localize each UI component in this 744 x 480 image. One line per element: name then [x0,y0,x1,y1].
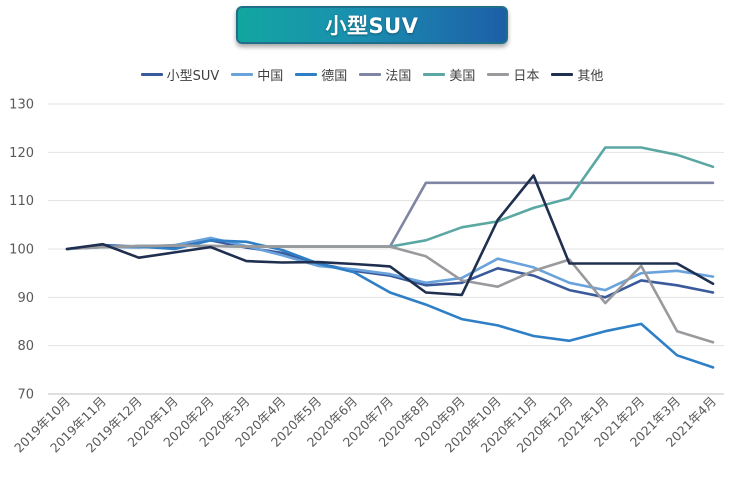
legend-label: 法国 [385,68,412,84]
legend-item-1: 中国 [231,65,283,84]
legend-label: 其他 [577,68,604,84]
legend-swatch [487,72,510,76]
legend-swatch [423,72,446,76]
chart-title: 小型SUV [325,14,419,38]
legend-label: 小型SUV [166,68,220,84]
y-tick-label: 80 [17,339,34,354]
chart-legend: 小型SUV 中国 德国 法国 美国 日本 其他 [0,64,744,84]
legend-swatch [140,72,163,76]
series-line-5 [65,244,715,344]
legend-item-4: 美国 [423,65,475,84]
legend-label: 中国 [257,68,284,84]
legend-label: 日本 [513,68,540,84]
legend-swatch [359,72,382,76]
series-line-6 [65,174,715,297]
series-lines [65,146,715,369]
x-axis-tick-labels: 2019年10月2019年11月2019年12月2020年1月2020年2月20… [11,394,719,456]
y-axis-tick-labels: 70 80 90 100 110 120 130 [9,98,34,403]
y-tick-label: 120 [9,146,34,161]
chart-title-banner: 小型SUV [236,6,508,44]
legend-label: 德国 [321,68,348,84]
legend-item-2: 德国 [295,65,347,84]
series-line-4 [65,146,715,251]
series-line-2 [65,239,715,369]
legend-swatch [295,72,318,76]
legend-swatch [231,72,254,76]
y-tick-label: 100 [9,243,34,258]
legend-item-0: 小型SUV [140,65,220,84]
y-tick-label: 110 [9,194,34,209]
legend-item-5: 日本 [487,65,539,84]
legend-swatch [551,72,574,76]
y-tick-label: 70 [17,388,34,403]
y-tick-label: 90 [17,291,34,306]
series-line-3 [65,181,715,251]
y-tick-label: 130 [9,98,34,113]
legend-item-3: 法国 [359,65,411,84]
legend-label: 美国 [449,68,476,84]
legend-item-6: 其他 [551,65,603,84]
